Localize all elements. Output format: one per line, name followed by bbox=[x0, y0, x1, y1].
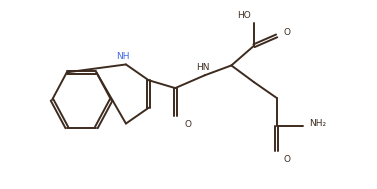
Text: NH₂: NH₂ bbox=[309, 119, 326, 128]
Text: O: O bbox=[284, 28, 291, 37]
Text: NH: NH bbox=[116, 52, 130, 61]
Text: O: O bbox=[184, 120, 191, 129]
Text: O: O bbox=[284, 155, 291, 163]
Text: HN: HN bbox=[196, 63, 210, 72]
Text: HO: HO bbox=[237, 11, 251, 20]
